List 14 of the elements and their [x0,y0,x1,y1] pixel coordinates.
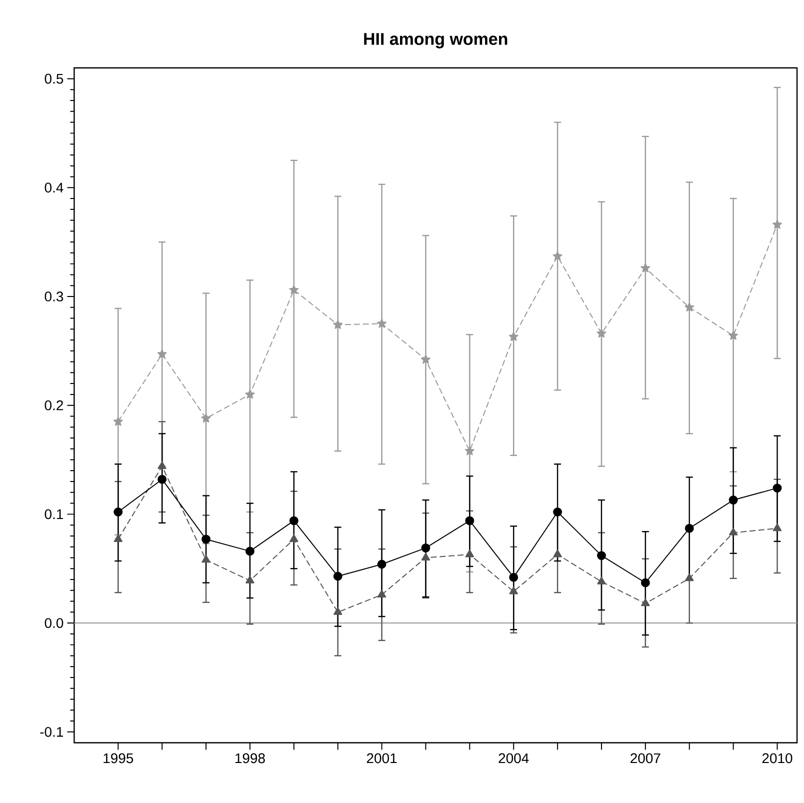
x-tick-label: 2001 [366,753,397,764]
x-tick-label: 2004 [498,753,529,764]
x-tick-label: 2007 [630,753,660,764]
x-tick-label: 1995 [104,753,134,764]
y-tick-label: 0.3 [44,292,64,302]
y-tick-label: 0.1 [44,509,64,520]
y-tick-label: 0.0 [44,618,64,628]
x-tick-label: 2010 [762,753,792,764]
y-tick-label: 0.2 [44,400,63,410]
y-tick-label: 0.4 [44,182,64,193]
chart-title: HII among women [364,33,508,49]
y-tick-label: 0.5 [44,74,64,84]
x-tick-label: 1998 [235,753,265,764]
y-tick-label: -0.1 [40,727,64,738]
